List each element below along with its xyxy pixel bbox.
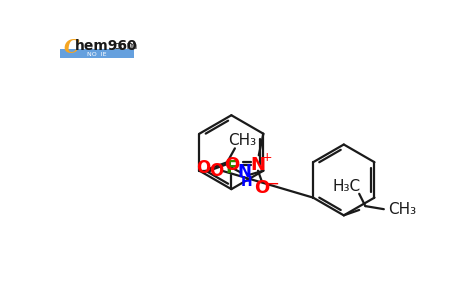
Text: N: N (237, 163, 251, 181)
Text: O: O (224, 156, 239, 173)
Text: C: C (64, 39, 80, 57)
Text: −: − (265, 175, 279, 193)
Text: CH₃: CH₃ (228, 133, 256, 148)
Text: +: + (261, 151, 272, 164)
Text: H₃C: H₃C (333, 178, 361, 194)
Text: N: N (250, 156, 265, 173)
Text: O: O (254, 179, 269, 197)
Text: hem960: hem960 (75, 39, 137, 53)
Text: O: O (196, 159, 210, 177)
Text: H: H (241, 175, 252, 189)
Text: NO  IE: NO IE (87, 52, 106, 57)
Text: O: O (209, 162, 223, 180)
Text: F: F (225, 159, 237, 177)
Bar (61, 49, 134, 58)
Text: .com: .com (110, 40, 138, 51)
Text: CH₃: CH₃ (388, 202, 416, 217)
